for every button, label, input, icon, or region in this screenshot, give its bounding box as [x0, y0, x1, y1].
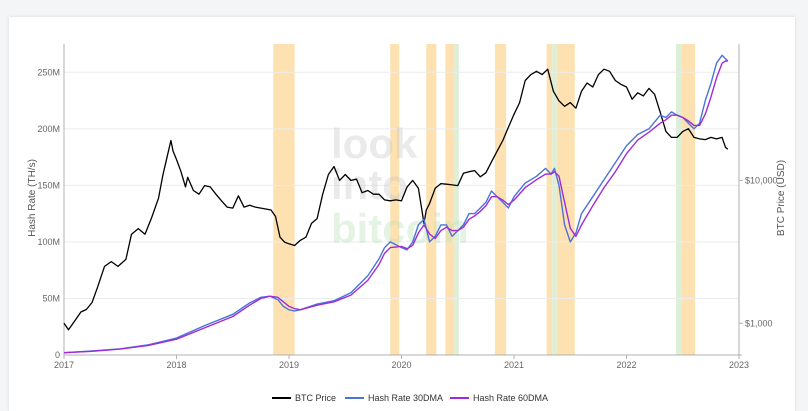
legend-label-hash-rate-30dma: Hash Rate 30DMA	[368, 393, 443, 403]
x-tick-5: 2022	[616, 360, 636, 370]
right-tick-0: $1,000	[745, 318, 773, 328]
legend-item-hash-rate-30dma[interactable]: Hash Rate 30DMA	[345, 393, 443, 403]
band-8	[556, 44, 575, 355]
x-tick-3: 2020	[391, 360, 411, 370]
band-10	[681, 44, 696, 355]
left-tick-labels: 0 50M 100M 150M 200M 250M	[37, 67, 60, 360]
left-tick-5: 250M	[37, 67, 60, 77]
series-lines	[63, 54, 729, 354]
legend-label-btc-price: BTC Price	[295, 393, 336, 403]
band-0	[273, 44, 295, 355]
x-tick-labels: 2017 2018 2019 2020 2021 2022 2023	[54, 355, 749, 370]
band-4	[454, 44, 459, 355]
legend[interactable]: BTC Price Hash Rate 30DMA Hash Rate 60DM…	[272, 393, 548, 403]
chart-card: look into bitcoin 2017 2018 2019 2020 2021 20…	[9, 17, 795, 411]
legend-label-hash-rate-60dma: Hash Rate 60DMA	[473, 393, 548, 403]
legend-item-hash-rate-60dma[interactable]: Hash Rate 60DMA	[450, 393, 548, 403]
x-tick-6: 2023	[729, 360, 749, 370]
x-tick-4: 2021	[504, 360, 524, 370]
left-tick-2: 100M	[37, 237, 60, 247]
hash-ribbon-chart: look into bitcoin 2017 2018 2019 2020 2021 20…	[27, 44, 787, 403]
watermark-line-3: bitcoin	[331, 205, 469, 252]
x-tick-1: 2018	[166, 360, 186, 370]
legend-item-btc-price[interactable]: BTC Price	[272, 393, 336, 403]
series-line-hash-rate-30dma	[63, 54, 729, 354]
watermark-line-1: look	[331, 120, 418, 167]
band-7	[552, 44, 557, 355]
band-3	[445, 44, 455, 355]
watermark-line-2: into	[331, 161, 408, 208]
right-tick-1: $10,000	[745, 175, 778, 185]
right-tick-labels: $1,000 $10,000	[739, 175, 778, 328]
left-tick-4: 200M	[37, 124, 60, 134]
series-line-btc-price	[63, 68, 729, 331]
x-tick-2: 2019	[279, 360, 299, 370]
x-tick-0: 2017	[54, 360, 74, 370]
left-tick-0: 0	[55, 350, 60, 360]
left-tick-1: 50M	[42, 293, 60, 303]
band-6	[546, 44, 553, 355]
left-tick-3: 150M	[37, 180, 60, 190]
grid-lines	[64, 71, 739, 299]
series-line-hash-rate-60dma	[63, 60, 728, 354]
band-9	[676, 44, 682, 355]
right-axis-label: BTC Price (USD)	[776, 160, 787, 236]
left-axis-label: Hash Rate (TH/s)	[27, 159, 38, 237]
watermark-logo: look into bitcoin	[331, 120, 469, 252]
